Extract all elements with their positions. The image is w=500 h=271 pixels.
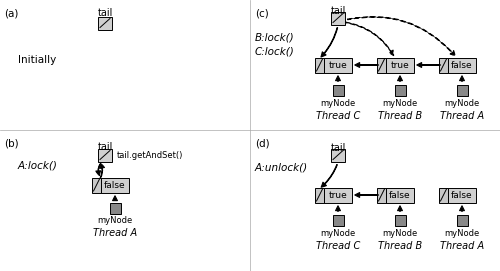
Bar [324,57,352,73]
Bar [386,57,414,73]
FancyArrowPatch shape [321,164,338,187]
FancyArrowPatch shape [346,22,394,56]
Bar [92,178,101,192]
Bar [315,188,324,202]
FancyArrowPatch shape [336,76,340,81]
Text: Thread C: Thread C [316,111,360,121]
Text: tail: tail [330,143,345,153]
Bar [377,57,386,73]
Bar [332,85,344,95]
FancyArrowPatch shape [96,164,100,176]
Text: false: false [389,191,411,199]
Bar [386,188,414,202]
Text: Thread A: Thread A [440,241,484,251]
Bar [315,57,324,73]
FancyArrowPatch shape [336,206,340,211]
Text: B:lock(): B:lock() [255,32,294,42]
Bar [331,149,345,162]
Bar [456,85,468,95]
Text: Thread B: Thread B [378,241,422,251]
Text: false: false [451,60,473,69]
Text: (c): (c) [255,8,269,18]
Text: Thread A: Thread A [93,228,137,238]
Text: tail: tail [98,142,112,152]
Text: false: false [451,191,473,199]
Text: C:lock(): C:lock() [255,46,295,56]
Text: true: true [390,60,409,69]
Bar [98,149,112,162]
Text: myNode: myNode [444,99,480,108]
Bar [439,188,448,202]
Text: myNode: myNode [320,99,356,108]
Text: myNode: myNode [444,229,480,238]
Bar [324,188,352,202]
FancyArrowPatch shape [417,63,440,67]
Text: A:unlock(): A:unlock() [255,162,308,172]
Text: Thread B: Thread B [378,111,422,121]
Bar [331,11,345,24]
Text: tail.getAndSet(): tail.getAndSet() [117,150,184,160]
Text: Thread C: Thread C [316,241,360,251]
FancyArrowPatch shape [348,17,455,56]
Bar [394,215,406,225]
FancyArrowPatch shape [398,206,402,211]
Text: (d): (d) [255,138,270,148]
Bar [110,202,120,214]
Text: myNode: myNode [382,99,418,108]
FancyArrowPatch shape [100,163,104,178]
Bar [448,188,476,202]
Text: tail: tail [330,6,345,16]
Bar [98,17,112,30]
Text: true: true [328,60,347,69]
Text: (b): (b) [4,138,18,148]
Text: false: false [104,180,126,189]
Bar [456,215,468,225]
Bar [332,215,344,225]
Text: true: true [328,191,347,199]
Bar [101,178,129,192]
Text: Thread A: Thread A [440,111,484,121]
Bar [377,188,386,202]
Bar [394,85,406,95]
Text: tail: tail [98,8,112,18]
Bar [448,57,476,73]
Text: A:lock(): A:lock() [18,160,58,170]
Bar [439,57,448,73]
Text: myNode: myNode [98,216,132,225]
FancyArrowPatch shape [112,196,117,201]
FancyArrowPatch shape [321,28,338,57]
Text: Initially: Initially [18,55,56,65]
Text: myNode: myNode [382,229,418,238]
Text: (a): (a) [4,8,18,18]
FancyArrowPatch shape [460,76,464,81]
FancyArrowPatch shape [355,63,378,67]
FancyArrowPatch shape [460,206,464,211]
FancyArrowPatch shape [398,76,402,81]
Text: myNode: myNode [320,229,356,238]
FancyArrowPatch shape [355,193,378,198]
